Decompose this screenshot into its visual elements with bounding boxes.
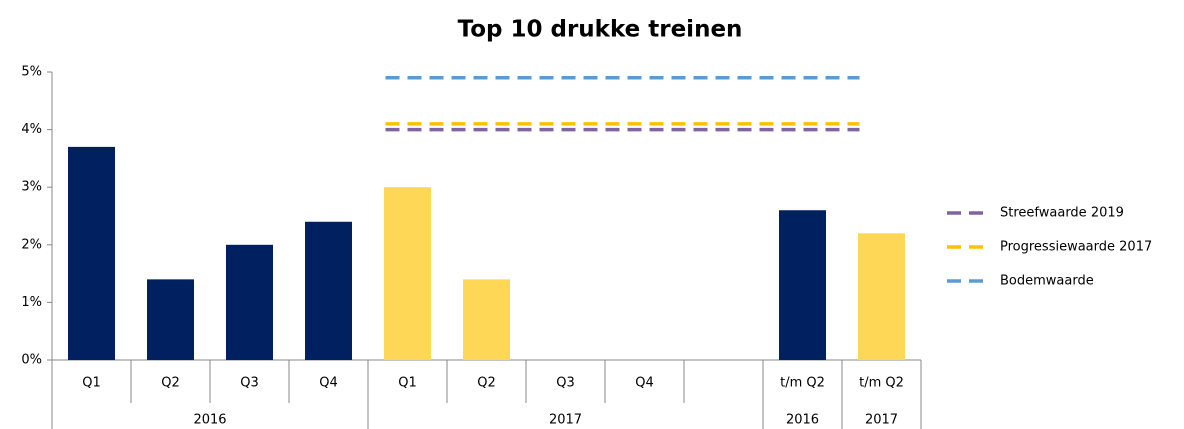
x-tick-label: Q2: [161, 376, 180, 391]
bar: [384, 187, 431, 360]
bar: [779, 210, 826, 360]
bar: [147, 279, 194, 360]
x-tick-label: Q3: [240, 376, 259, 391]
chart-title: Top 10 drukke treinen: [458, 17, 743, 43]
x-tick-label: t/m Q2: [859, 376, 904, 391]
y-tick-label: 0%: [21, 353, 42, 368]
legend-label: Progressiewaarde 2017: [1000, 240, 1152, 255]
legend-label: Bodemwaarde: [1000, 274, 1094, 289]
bar: [463, 279, 510, 360]
x-tick-label: Q4: [319, 376, 338, 391]
bar: [858, 233, 905, 360]
bar: [226, 244, 273, 360]
x-tick-label: Q3: [556, 376, 575, 391]
y-tick-label: 5%: [21, 65, 42, 80]
group-label: 2017: [865, 413, 898, 428]
x-tick-label: Q1: [398, 376, 417, 391]
x-tick-label: t/m Q2: [780, 376, 825, 391]
bar: [305, 221, 352, 360]
y-tick-label: 1%: [21, 295, 42, 310]
bar: [68, 146, 115, 360]
x-tick-label: Q4: [635, 376, 654, 391]
group-label: 2016: [786, 413, 819, 428]
y-tick-label: 3%: [21, 180, 42, 195]
x-tick-label: Q1: [82, 376, 101, 391]
group-label: 2017: [549, 413, 582, 428]
y-tick-label: 2%: [21, 237, 42, 252]
group-label: 2016: [193, 413, 226, 428]
legend-label: Streefwaarde 2019: [1000, 206, 1124, 221]
y-tick-label: 4%: [21, 122, 42, 137]
x-tick-label: Q2: [477, 376, 496, 391]
